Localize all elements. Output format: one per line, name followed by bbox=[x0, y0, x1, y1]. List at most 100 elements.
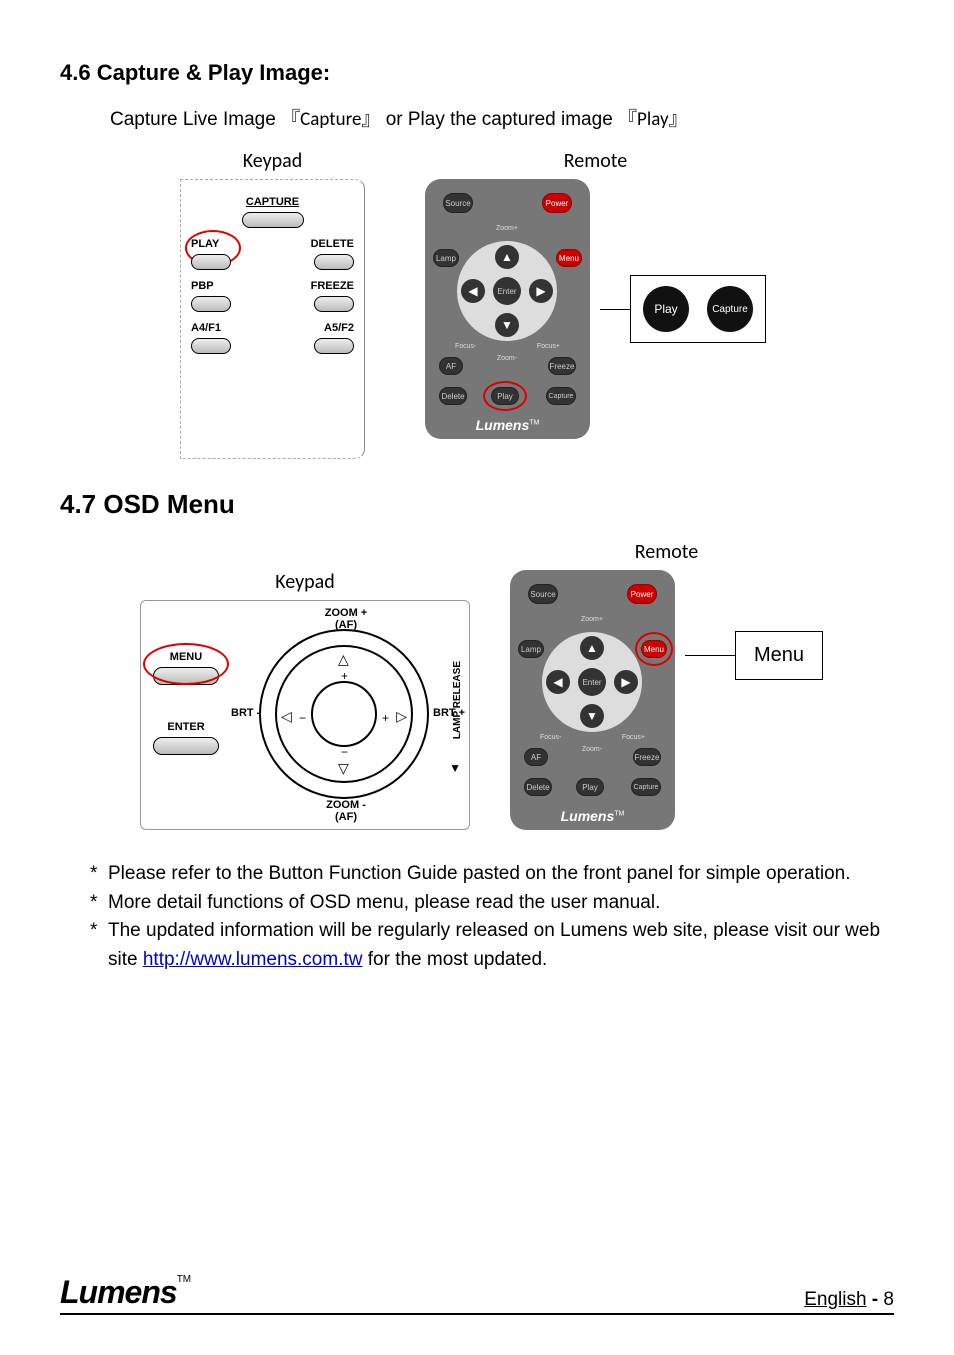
remote-enter-btn: Enter bbox=[493, 277, 521, 305]
footer-page-number: 8 bbox=[883, 1289, 894, 1310]
remote2-menu-highlight bbox=[635, 632, 673, 666]
section-4-6-intro: Capture Live Image 『Capture』 or Play the… bbox=[110, 104, 894, 131]
dpad2-left-icon: ◀ bbox=[546, 670, 570, 694]
dial-minus-left-icon: − bbox=[299, 711, 306, 725]
section-4-6-diagrams: Keypad CAPTURE PLAY DELETE bbox=[180, 149, 894, 459]
keypad-label-46: Keypad bbox=[243, 149, 303, 173]
keypad-pbp-label: PBP bbox=[191, 280, 214, 292]
remote-lamp-btn: Lamp bbox=[433, 249, 459, 267]
remote2-play-btn: Play bbox=[576, 778, 604, 796]
remote2-dpad: ▲ ◀ ▶ ▼ Enter bbox=[542, 632, 642, 732]
keypad-diagram-46: CAPTURE PLAY DELETE PBP bbox=[180, 179, 365, 459]
keypad2-brtminus-label: BRT - bbox=[231, 707, 260, 719]
keypad-column-47: Keypad MENU ENTER ZOOM + (AF) ZOOM - bbox=[140, 540, 470, 830]
dpad2-down-icon: ▼ bbox=[580, 704, 604, 728]
keypad-label-47: Keypad bbox=[275, 570, 335, 594]
keypad-a4f1-button bbox=[191, 338, 231, 354]
remote-label-46: Remote bbox=[564, 149, 627, 173]
dial-left-icon: ◁ bbox=[281, 708, 292, 725]
dpad-down-icon: ▼ bbox=[495, 313, 519, 337]
footer-dash: - bbox=[867, 1289, 884, 1310]
remote-brand: LumensTM bbox=[425, 417, 590, 433]
remote-focusminus-label: Focus- bbox=[455, 343, 476, 350]
dial-up-icon: △ bbox=[338, 651, 349, 668]
dial-minus-bottom-icon: − bbox=[341, 745, 348, 759]
dpad-right-icon: ▶ bbox=[529, 279, 553, 303]
intro-text-1: Capture Live Image bbox=[110, 109, 281, 130]
remote-label-47: Remote bbox=[635, 540, 698, 564]
keypad-a5f2-button bbox=[314, 338, 354, 354]
callout-box-46: Play Capture bbox=[630, 275, 766, 343]
note-1: Please refer to the Button Function Guid… bbox=[108, 860, 851, 889]
remote2-source-btn: Source bbox=[528, 584, 558, 604]
remote-column-47: Remote Source Power Zoom+ Lamp Menu ▲ ◀ … bbox=[510, 540, 823, 830]
keypad-delete-label: DELETE bbox=[311, 238, 354, 250]
remote2-zoomplus-label: Zoom+ bbox=[572, 616, 612, 623]
dial-down-icon: ▽ bbox=[338, 760, 349, 777]
keypad2-enter-label: ENTER bbox=[153, 721, 219, 733]
callout-play-icon: Play bbox=[643, 286, 689, 332]
remote2-brand: LumensTM bbox=[510, 808, 675, 824]
remote2-focusplus-label: Focus+ bbox=[622, 734, 645, 741]
note-2: More detail functions of OSD menu, pleas… bbox=[108, 889, 660, 918]
lumens-website-link[interactable]: http://www.lumens.com.tw bbox=[143, 949, 363, 970]
note-bullet-3: * bbox=[90, 917, 108, 974]
callout-box-47: Menu bbox=[735, 631, 823, 680]
remote-zoomminus-label: Zoom- bbox=[487, 355, 527, 362]
keypad2-zoomplus-label: ZOOM + bbox=[311, 607, 381, 619]
remote-brand-tm: TM bbox=[529, 419, 539, 426]
keypad-freeze-label: FREEZE bbox=[311, 280, 354, 292]
keypad-a5f2-label: A5/F2 bbox=[324, 322, 354, 334]
note-bullet-1: * bbox=[90, 860, 108, 889]
remote-brand-text: Lumens bbox=[476, 417, 530, 433]
keypad2-enter-group: ENTER bbox=[153, 721, 219, 755]
footer-brand: LumensTM bbox=[60, 1274, 191, 1311]
dpad2-right-icon: ▶ bbox=[614, 670, 638, 694]
remote2-brand-tm: TM bbox=[614, 810, 624, 817]
remote-focusplus-label: Focus+ bbox=[537, 343, 560, 350]
note-3-post: for the most updated. bbox=[362, 949, 547, 970]
keypad-pbp-button bbox=[191, 296, 231, 312]
notes-block: * Please refer to the Button Function Gu… bbox=[90, 860, 894, 974]
remote2-freeze-btn: Freeze bbox=[633, 748, 661, 766]
section-4-7-diagrams: Keypad MENU ENTER ZOOM + (AF) ZOOM - bbox=[140, 540, 894, 830]
remote2-enter-btn: Enter bbox=[578, 668, 606, 696]
keypad2-af2-label: (AF) bbox=[311, 811, 381, 823]
remote-source-btn: Source bbox=[443, 193, 473, 213]
keypad-freeze-button bbox=[314, 296, 354, 312]
callout-capture-icon: Capture bbox=[707, 286, 753, 332]
remote-freeze-btn: Freeze bbox=[548, 357, 576, 375]
remote2-focusminus-label: Focus- bbox=[540, 734, 561, 741]
keypad-capture-label: CAPTURE bbox=[246, 196, 299, 208]
footer-brand-text: Lumens bbox=[60, 1274, 177, 1310]
note-bullet-2: * bbox=[90, 889, 108, 918]
keypad2-menu-group: MENU bbox=[153, 651, 219, 685]
remote-dpad: ▲ ◀ ▶ ▼ Enter bbox=[457, 241, 557, 341]
dial-plus-right-icon: + bbox=[382, 711, 389, 725]
remote-diagram-47: Source Power Zoom+ Lamp Menu ▲ ◀ ▶ ▼ Ent… bbox=[510, 570, 675, 830]
remote2-af-btn: AF bbox=[524, 748, 548, 766]
dpad-left-icon: ◀ bbox=[461, 279, 485, 303]
keypad-capture-button bbox=[242, 212, 304, 228]
lamp-release-arrow-icon: ▼ bbox=[449, 761, 461, 775]
footer-brand-tm: TM bbox=[177, 1274, 191, 1285]
remote-column-46: Remote Source Power Zoom+ Lamp Menu ▲ ◀ … bbox=[425, 149, 766, 459]
keypad-column-46: Keypad CAPTURE PLAY DELETE bbox=[180, 149, 365, 459]
dpad2-up-icon: ▲ bbox=[580, 636, 604, 660]
keypad-play-button bbox=[191, 254, 231, 270]
intro-text-2: or Play the captured image bbox=[386, 109, 618, 130]
remote2-brand-text: Lumens bbox=[561, 808, 615, 824]
keypad2-dial: △ + ▽ − ◁ − ▷ + bbox=[259, 629, 429, 799]
remote2-delete-btn: Delete bbox=[524, 778, 552, 796]
remote2-lamp-btn: Lamp bbox=[518, 640, 544, 658]
keypad2-zoomminus-label: ZOOM - bbox=[311, 799, 381, 811]
callout-leader-line-46 bbox=[600, 309, 630, 310]
dial-right-icon: ▷ bbox=[396, 708, 407, 725]
keypad-a4f1-label: A4/F1 bbox=[191, 322, 221, 334]
intro-play-term: 『Play』 bbox=[618, 108, 688, 131]
keypad-diagram-47: MENU ENTER ZOOM + (AF) ZOOM - (AF) BRT - bbox=[140, 600, 470, 830]
section-4-6-heading: 4.6 Capture & Play Image: bbox=[60, 60, 894, 86]
intro-capture-term: 『Capture』 bbox=[281, 108, 380, 131]
remote2-capture-btn: Capture bbox=[631, 778, 661, 796]
callout-leader-line-47 bbox=[685, 655, 735, 656]
